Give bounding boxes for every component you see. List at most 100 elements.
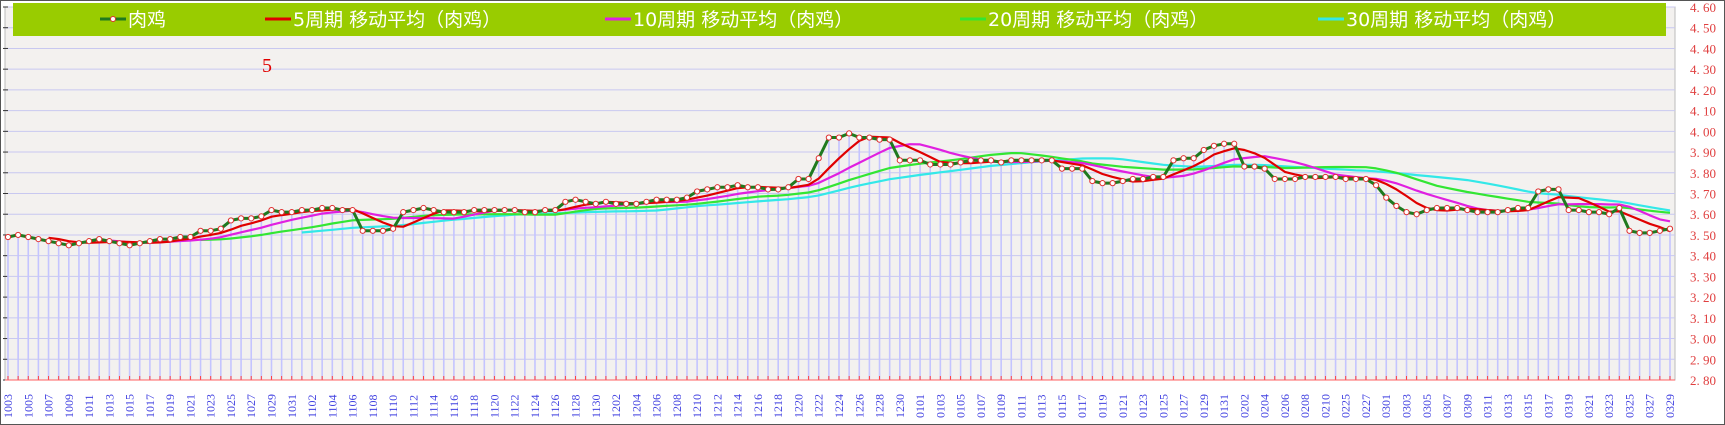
data-point (1494, 209, 1501, 216)
x-tick-label: 1206 (650, 394, 664, 418)
x-tick-label: 1228 (873, 394, 887, 418)
x-tick-label: 1009 (62, 394, 76, 418)
y-tick-label: 3. 30 (1690, 269, 1716, 284)
x-tick-label: 1104 (325, 394, 339, 418)
data-point (1383, 194, 1390, 201)
data-point (643, 198, 650, 205)
legend-marker (110, 16, 116, 22)
x-tick-label: 1029 (264, 394, 278, 418)
x-tick-label: 1031 (285, 394, 299, 418)
data-point (511, 206, 518, 214)
x-axis: 1003 1005 1007 1009 1011 1013 1015 1017 1019 1021… (1, 394, 1677, 418)
x-tick-label: 1013 (102, 394, 116, 418)
data-point (248, 215, 255, 222)
x-tick-label: 0117 (1075, 394, 1089, 418)
data-point (1636, 229, 1643, 236)
data-point (562, 198, 569, 205)
data-point (623, 200, 630, 207)
legend-label: 10周期 移动平均（肉鸡） (633, 9, 853, 31)
x-tick-label: 0127 (1177, 394, 1191, 418)
legend-label: 30周期 移动平均（肉鸡） (1346, 9, 1566, 31)
x-tick-label: 1005 (21, 394, 35, 418)
x-tick-label: 0227 (1359, 394, 1373, 418)
data-point (1393, 202, 1400, 210)
data-point (1190, 155, 1197, 162)
x-tick-label: 1102 (305, 394, 319, 418)
x-tick-label: 1124 (528, 394, 542, 418)
data-point (1666, 225, 1674, 232)
x-tick-label: 1023 (204, 394, 218, 418)
data-point (876, 136, 883, 143)
x-tick-label: 0105 (954, 394, 968, 418)
data-point (1413, 211, 1420, 218)
data-point (1545, 186, 1552, 193)
x-tick-label: 1019 (163, 394, 177, 418)
x-tick-label: 0317 (1541, 394, 1555, 418)
x-tick-label: 0101 (913, 394, 927, 418)
data-point (106, 238, 113, 245)
x-tick-label: 0323 (1602, 394, 1616, 418)
x-tick-label: 1218 (771, 394, 785, 418)
data-point (927, 161, 934, 168)
x-tick-label: 1202 (609, 394, 623, 418)
data-point (977, 157, 984, 164)
data-point (359, 227, 366, 234)
data-point (906, 157, 914, 164)
data-point (846, 130, 853, 137)
data-point (1210, 142, 1218, 149)
x-tick-label: 0327 (1643, 394, 1657, 418)
data-point (1220, 140, 1228, 147)
data-point (1423, 206, 1430, 214)
x-tick-label: 1210 (690, 394, 704, 418)
data-point (35, 235, 42, 243)
data-point (1200, 146, 1207, 154)
x-tick-label: 1017 (143, 394, 157, 418)
x-tick-label: 1011 (82, 394, 96, 418)
data-point (55, 240, 62, 247)
data-point (1342, 175, 1349, 183)
x-tick-label: 1222 (812, 394, 826, 418)
y-tick-label: 3. 70 (1690, 187, 1716, 202)
data-point (1119, 177, 1126, 185)
y-tick-label: 2. 90 (1690, 352, 1716, 367)
data-point (1535, 188, 1542, 195)
data-point (1068, 165, 1076, 172)
data-point (288, 209, 295, 216)
data-point (197, 227, 204, 234)
data-point (1352, 175, 1359, 183)
data-point (815, 155, 822, 162)
x-tick-label: 1116 (447, 395, 461, 418)
x-tick-label: 0121 (1116, 394, 1130, 418)
x-tick-label: 1226 (852, 394, 866, 418)
data-point (1302, 173, 1309, 181)
data-point (785, 184, 792, 191)
data-point (278, 209, 285, 216)
data-point (653, 196, 660, 203)
x-tick-label: 0301 (1379, 394, 1393, 418)
x-tick-label: 1106 (346, 394, 360, 418)
series-line-ma5 (48, 135, 1671, 244)
data-point (998, 159, 1005, 166)
x-tick-label: 0113 (1035, 394, 1049, 418)
data-point (460, 209, 468, 216)
data-point (268, 206, 275, 214)
y-tick-label: 3. 10 (1690, 311, 1716, 326)
x-tick-label: 1118 (467, 395, 481, 418)
x-tick-label: 1112 (406, 395, 420, 418)
x-tick-label: 0321 (1582, 394, 1596, 418)
data-point (764, 186, 772, 193)
x-tick-label: 0204 (1258, 394, 1272, 418)
y-tick-label: 4. 30 (1690, 62, 1716, 77)
data-point (116, 240, 123, 247)
y-tick-label: 4. 50 (1690, 21, 1716, 36)
data-point (1281, 175, 1289, 183)
data-point (177, 233, 184, 241)
data-point (1555, 186, 1562, 193)
legend-label: 20周期 移动平均（肉鸡） (988, 9, 1208, 31)
data-point (592, 200, 599, 207)
data-point (207, 227, 214, 234)
y-tick-label: 3. 00 (1690, 332, 1716, 347)
data-point (349, 206, 356, 214)
x-tick-label: 1015 (123, 394, 137, 418)
